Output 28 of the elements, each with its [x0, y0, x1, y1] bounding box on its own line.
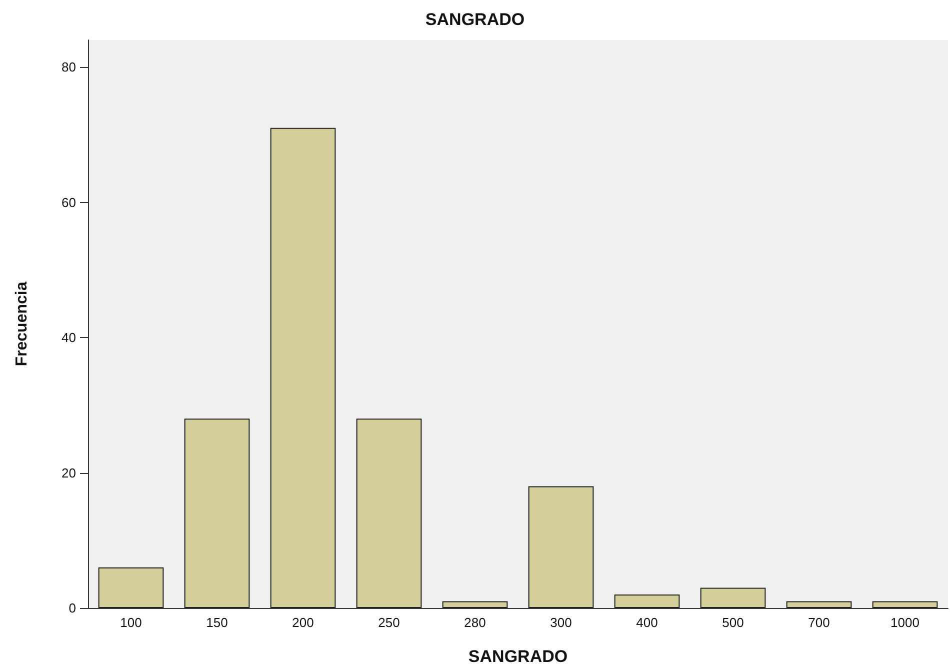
- bar: [528, 486, 594, 608]
- bar: [356, 418, 422, 608]
- bar: [700, 588, 766, 608]
- bar: [98, 567, 164, 608]
- y-tick-label: 60: [62, 194, 76, 210]
- y-tick-label: 0: [68, 600, 76, 616]
- x-tick-label: 150: [206, 615, 228, 630]
- x-tick-label: 500: [722, 615, 744, 630]
- y-tick-label: 20: [62, 465, 76, 480]
- y-axis-title: Frecuencia: [14, 282, 30, 366]
- x-tick-label: 200: [292, 615, 314, 630]
- x-tick-label: 250: [378, 615, 400, 630]
- x-axis-title: SANGRADO: [468, 647, 568, 666]
- chart-title: SANGRADO: [425, 10, 525, 29]
- bar: [872, 601, 938, 608]
- x-tick-label: 300: [550, 615, 572, 630]
- bar: [614, 594, 680, 608]
- x-tick-label: 280: [464, 615, 486, 630]
- x-tick-label: 100: [120, 615, 142, 630]
- bar: [786, 601, 852, 608]
- y-tick-label: 80: [62, 60, 76, 75]
- bar: [184, 418, 250, 608]
- bar: [442, 601, 508, 608]
- y-tick-label: 40: [62, 330, 76, 346]
- x-tick-label: 400: [636, 615, 658, 630]
- x-tick-label: 700: [808, 615, 830, 630]
- bar: [270, 128, 336, 608]
- x-tick-label: 1000: [890, 615, 920, 630]
